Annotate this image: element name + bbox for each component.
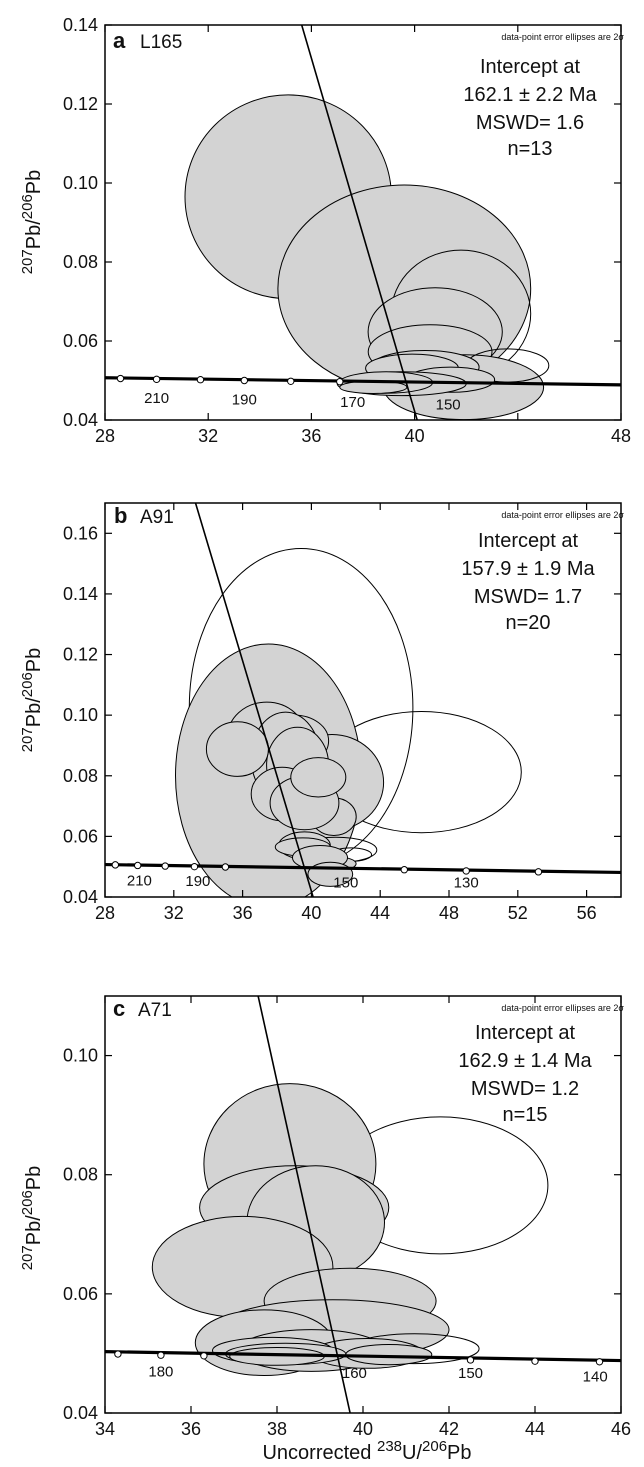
concordia-age-marker-a-2 [153,376,159,382]
error-ellipse-note-b: data-point error ellipses are 2σ [501,510,624,520]
y-tick-label-a-1: 0.04 [63,410,98,430]
y-tick-label-a-4: 0.10 [63,173,98,193]
intercept-line-b-3: MSWD= 1.7 [474,586,582,608]
y-tick-label-b-1: 0.04 [63,887,98,907]
concordia-age-marker-c-6 [596,1359,602,1365]
error-ellipse-note-c: data-point error ellipses are 2σ [501,1003,624,1013]
concordia-age-label-c-1: 180 [148,1364,173,1381]
concordia-age-marker-b-8 [535,869,541,875]
concordia-age-marker-b-1 [112,862,118,868]
panel-a: 207Pb/206Pb a L165 data-point error elli… [19,5,632,446]
concordia-age-marker-c-5 [532,1358,538,1364]
sample-name-b: A91 [140,507,174,528]
panel-letter-b: b [114,503,127,528]
concordia-age-marker-a-5 [288,378,294,384]
y-tick-label-b-2: 0.06 [63,826,98,846]
concordia-age-marker-a-3 [197,377,203,383]
panel-letter-c: c [113,996,125,1021]
y-tick-label-a-2: 0.06 [63,331,98,351]
concordia-age-marker-a-6 [337,378,343,384]
x-tick-label-c-7: 46 [611,1419,631,1439]
concordia-age-label-c-3: 150 [458,1365,483,1382]
concordia-age-label-b-1: 210 [127,872,152,889]
plot-area-c: 180 160 150 140 [105,984,621,1413]
concordia-age-label-a-3: 170 [340,394,365,411]
intercept-line-a-2: 162.1 ± 2.2 Ma [463,84,597,106]
concordia-age-label-b-4: 130 [454,875,479,892]
x-tick-label-c-5: 42 [439,1419,459,1439]
y-tick-label-b-3: 0.08 [63,766,98,786]
y-tick-label-c-2: 0.06 [63,1284,98,1304]
y-tick-label-a-3: 0.08 [63,252,98,272]
intercept-line-c-1: Intercept at [475,1022,576,1044]
concordia-age-label-c-4: 140 [583,1368,608,1385]
panel-b: 207Pb/206Pb b A91 data-point error ellip… [19,488,625,923]
intercept-line-b-2: 157.9 ± 1.9 Ma [461,558,595,580]
y-tick-label-b-4: 0.10 [63,705,98,725]
x-tick-label-c-6: 44 [525,1419,545,1439]
y-axis-label-c: 207Pb/206Pb [19,1166,46,1271]
x-axis-label: Uncorrected 238U/206Pb [262,1438,471,1465]
intercept-line-b-4: n=20 [505,612,550,634]
concordia-age-marker-c-2 [158,1352,164,1358]
x-tick-label-c-2: 36 [181,1419,201,1439]
intercept-line-a-1: Intercept at [480,56,581,78]
error-ellipse-b-9 [206,722,268,777]
concordia-age-marker-b-5 [222,864,228,870]
x-tick-label-c-4: 40 [353,1419,373,1439]
x-tick-label-c-3: 38 [267,1419,287,1439]
concordia-age-marker-b-7 [463,868,469,874]
concordia-age-label-a-4: 150 [436,396,461,413]
concordia-age-marker-b-4 [191,863,197,869]
intercept-line-a-4: n=13 [507,138,552,160]
panel-letter-a: a [113,28,126,53]
x-tick-label-b-5: 44 [370,903,390,923]
x-tick-label-b-7: 52 [508,903,528,923]
concordia-curve-b [105,865,621,873]
x-tick-label-b-2: 32 [164,903,184,923]
error-ellipse-note-a: data-point error ellipses are 2σ [501,32,624,42]
concordia-age-label-a-1: 210 [144,390,169,407]
y-tick-label-b-7: 0.16 [63,523,98,543]
x-tick-label-b-3: 36 [233,903,253,923]
intercept-line-c-4: n=15 [502,1104,547,1126]
sample-name-a: L165 [140,32,182,53]
x-tick-label-b-8: 56 [577,903,597,923]
x-tick-label-b-6: 48 [439,903,459,923]
sample-name-c: A71 [138,1000,172,1021]
panel-c: 207Pb/206Pb c A71 data-point error ellip… [19,984,632,1439]
concordia-age-marker-b-6 [401,867,407,873]
y-tick-label-b-6: 0.14 [63,584,98,604]
concordia-age-marker-a-4 [241,377,247,383]
x-tick-label-a-4: 40 [405,426,425,446]
y-tick-label-c-3: 0.08 [63,1165,98,1185]
concordia-age-marker-b-2 [134,862,140,868]
y-tick-label-b-5: 0.12 [63,645,98,665]
y-axis-label-a: 207Pb/206Pb [19,170,46,275]
concordia-age-marker-a-1 [117,375,123,381]
concordia-age-marker-c-3 [201,1353,207,1359]
concordia-age-label-b-2: 190 [185,873,210,890]
concordia-age-label-a-2: 190 [232,392,257,409]
intercept-line-b-1: Intercept at [478,530,579,552]
x-tick-label-a-3: 36 [301,426,321,446]
y-tick-label-c-1: 0.04 [63,1403,98,1423]
intercept-line-a-3: MSWD= 1.6 [476,112,584,134]
intercept-line-c-3: MSWD= 1.2 [471,1078,579,1100]
concordia-age-marker-b-3 [162,863,168,869]
y-tick-label-a-6: 0.14 [63,15,98,35]
y-tick-label-c-4: 0.10 [63,1046,98,1066]
concordia-age-label-c-2: 160 [342,1365,367,1382]
x-tick-label-b-4: 40 [301,903,321,923]
concordia-age-marker-c-4 [467,1357,473,1363]
concordia-age-label-b-3: 150 [333,875,358,892]
x-tick-label-a-6: 48 [611,426,631,446]
x-tick-label-a-2: 32 [198,426,218,446]
y-tick-label-a-5: 0.12 [63,94,98,114]
intercept-line-c-2: 162.9 ± 1.4 Ma [458,1050,592,1072]
y-axis-label-b: 207Pb/206Pb [19,648,46,753]
concordia-age-marker-c-1 [115,1351,121,1357]
error-ellipse-b-13 [291,758,346,797]
